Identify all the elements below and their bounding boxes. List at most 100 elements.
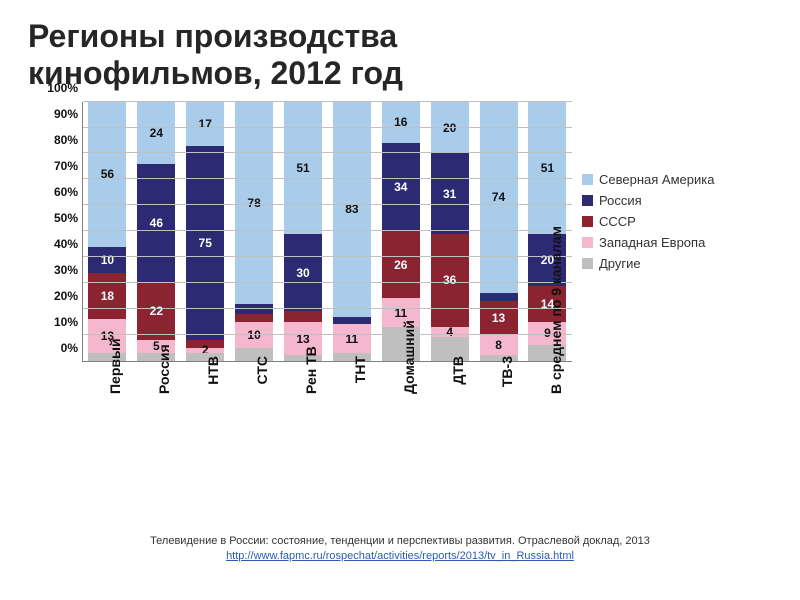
bar-segment-ussr: 36 [431, 234, 469, 327]
chart: 0%10%20%30%40%50%60%70%80%90%100% 561018… [42, 102, 772, 422]
bar-value-label: 26 [394, 258, 407, 272]
bar-segment-russia [480, 293, 518, 301]
bar-segment-weur: 10 [235, 322, 273, 348]
bar-segment-na: 83 [333, 102, 371, 317]
citation-link[interactable]: http://www.fapmc.ru/rospechat/activities… [226, 550, 574, 562]
bar-segment-weur: 11 [333, 324, 371, 352]
bar-value-label: 24 [150, 126, 163, 140]
bar-value-label: 51 [296, 161, 309, 175]
x-tick-label: Россия [156, 356, 208, 394]
bar-segment-na: 17 [186, 102, 224, 146]
gridline [83, 256, 572, 257]
y-tick-label: 90% [54, 107, 78, 121]
bar: 74 13 8 [480, 102, 518, 361]
legend-swatch [582, 216, 593, 227]
y-axis: 0%10%20%30%40%50%60%70%80%90%100% [42, 102, 82, 362]
legend-swatch [582, 174, 593, 185]
bar: 8311 [333, 102, 371, 361]
legend-label: СССР [599, 214, 636, 229]
bar-value-label: 8 [495, 338, 502, 352]
legend-label: Западная Европа [599, 235, 705, 250]
bar-value-label: 46 [150, 216, 163, 230]
bar-value-label: 13 [492, 311, 505, 325]
gridline [83, 308, 572, 309]
bar-segment-russia [333, 317, 371, 325]
bar-segment-ussr: 13 [480, 301, 518, 335]
bar-segment-russia: 30 [284, 234, 322, 312]
bar-segment-russia: 10 [88, 247, 126, 273]
gridline [83, 101, 572, 102]
legend-item: Северная Америка [582, 172, 772, 187]
gridline [83, 152, 572, 153]
bar-value-label: 30 [296, 266, 309, 280]
gridline [83, 282, 572, 283]
bar-segment-na: 51 [528, 102, 566, 234]
x-axis-labels: ПервыйРоссияНТВСТСРен ТВТНТДомашнийДТВТВ… [82, 362, 572, 422]
plot-area: 5610181324462251775278105130138311163426… [82, 102, 572, 362]
x-tick-label: Первый [107, 356, 159, 394]
y-tick-label: 70% [54, 159, 78, 173]
legend: Северная Америка Россия СССР Западная Европ… [582, 172, 772, 271]
x-tick-label: Домашний [401, 356, 453, 394]
bar-segment-na: 16 [382, 102, 420, 143]
bar-segment-na: 78 [235, 102, 273, 304]
y-tick-label: 60% [54, 185, 78, 199]
legend-swatch [582, 195, 593, 206]
gridline [83, 127, 572, 128]
bar-segment-weur: 8 [480, 335, 518, 356]
gridline [83, 178, 572, 179]
bar-value-label: 22 [150, 304, 163, 318]
bar-segment-russia [235, 304, 273, 314]
bar-segment-weur: 4 [431, 327, 469, 337]
legend-item: СССР [582, 214, 772, 229]
x-tick-label: НТВ [205, 356, 257, 394]
bar-segment-russia: 34 [382, 143, 420, 231]
legend-item: Россия [582, 193, 772, 208]
bar-value-label: 17 [199, 117, 212, 131]
x-tick-label: ТНТ [352, 356, 404, 394]
bar-value-label: 10 [247, 328, 260, 342]
y-tick-label: 40% [54, 237, 78, 251]
bar-segment-russia: 46 [137, 164, 175, 283]
bar-segment-russia: 31 [431, 153, 469, 233]
bar: 2446225 [137, 102, 175, 361]
citation-text: Телевидение в России: состояние, тенденц… [150, 535, 650, 547]
y-tick-label: 50% [54, 211, 78, 225]
x-tick-label: СТС [254, 356, 306, 394]
bar-value-label: 78 [247, 196, 260, 210]
y-tick-label: 0% [61, 341, 78, 355]
bar-value-label: 10 [101, 253, 114, 267]
y-tick-label: 30% [54, 263, 78, 277]
y-tick-label: 20% [54, 289, 78, 303]
bar-value-label: 51 [541, 161, 554, 175]
legend-swatch [582, 237, 593, 248]
bar: 78 10 [235, 102, 273, 361]
legend-swatch [582, 258, 593, 269]
bar-segment-ussr: 18 [88, 273, 126, 320]
bar-value-label: 36 [443, 273, 456, 287]
x-tick-label: ТВ-3 [499, 356, 551, 394]
bar-segment-ussr [235, 314, 273, 322]
bar-segment-ussr [284, 311, 322, 321]
bar-segment-russia: 75 [186, 146, 224, 340]
bar-segment-na: 74 [480, 102, 518, 294]
x-tick-label: Рен ТВ [303, 356, 355, 394]
bar: 513013 [284, 102, 322, 361]
bar-value-label: 31 [443, 187, 456, 201]
x-tick-label: ДТВ [450, 356, 502, 394]
slide: Регионы производства кинофильмов, 2012 г… [0, 0, 800, 600]
bar-value-label: 75 [199, 236, 212, 250]
bar-segment-ussr: 22 [137, 283, 175, 340]
legend-item: Западная Европа [582, 235, 772, 250]
bar-value-label: 74 [492, 190, 505, 204]
bar-value-label: 18 [101, 289, 114, 303]
bar-segment-na: 24 [137, 102, 175, 164]
gridline [83, 334, 572, 335]
bar-segment-na: 51 [284, 102, 322, 234]
bar-value-label: 34 [394, 180, 407, 194]
footer-citation: Телевидение в России: состояние, тенденц… [0, 534, 800, 564]
gridline [83, 204, 572, 205]
y-tick-label: 100% [47, 81, 78, 95]
bar-segment-ussr: 26 [382, 231, 420, 298]
x-tick-label: В среднем по 9 каналам [548, 356, 600, 394]
